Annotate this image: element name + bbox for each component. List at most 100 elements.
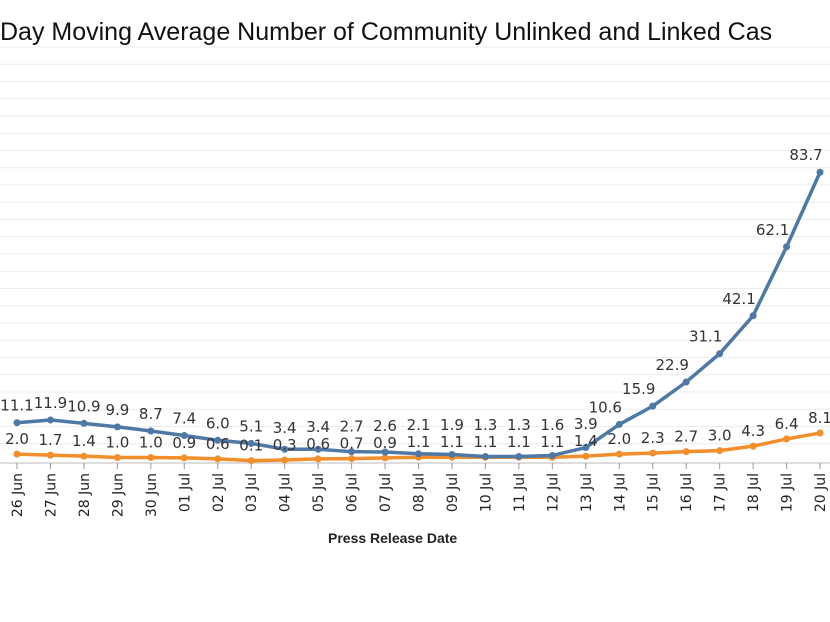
data-point [281,456,289,464]
data-label: 8.1 [808,409,830,427]
data-point [147,454,155,462]
data-label: 0.9 [172,434,196,452]
data-point [615,450,623,458]
data-point [348,455,356,463]
data-point [816,168,824,176]
x-tick-label: 16 Jul [679,473,695,512]
x-tick-label: 28 Jun [77,473,93,517]
data-label: 1.1 [507,433,531,451]
data-point [113,423,121,431]
data-label: 1.1 [440,433,464,451]
data-label: 31.1 [689,328,722,346]
x-tick-label: 17 Jul [713,473,729,512]
data-point [381,448,389,456]
x-tick-label: 02 Jul [211,473,227,512]
x-axis-title: Press Release Date [328,530,458,546]
data-label: 3.9 [574,415,598,433]
data-point [682,448,690,456]
data-point [180,431,188,439]
data-label: 1.1 [540,433,564,451]
x-tick-label: 06 Jul [345,473,361,512]
data-label: 2.7 [674,428,698,446]
data-point [46,451,54,459]
x-tick-label: 14 Jul [612,473,628,512]
data-point [448,450,456,458]
data-label: 1.0 [105,434,129,452]
data-point [147,427,155,435]
data-label: 0.3 [273,436,297,454]
data-point [214,455,222,463]
x-tick-label: 05 Jul [311,473,327,512]
chart-title: Day Moving Average Number of Community U… [0,18,773,46]
data-point [214,436,222,444]
data-label: 1.1 [474,433,498,451]
data-point [716,350,724,358]
data-point [80,419,88,427]
data-label: 2.3 [641,429,665,447]
data-label: 11.1 [0,397,33,415]
x-tick-label: 30 Jun [144,473,160,517]
x-tick-label: 03 Jul [244,473,260,512]
data-point [582,444,590,452]
data-label: 1.7 [39,431,63,449]
data-label: 22.9 [655,356,688,374]
data-point [816,429,824,437]
data-point [515,453,523,461]
x-tick-label: 01 Jul [177,473,193,512]
data-point [80,452,88,460]
data-label: 10.6 [589,398,622,416]
x-tick-label: 12 Jul [545,473,561,512]
data-label: 1.1 [407,433,431,451]
data-label: 2.6 [373,417,397,435]
x-tick-label: 15 Jul [646,473,662,512]
data-label: 1.4 [72,432,96,450]
series-line-0 [16,171,822,459]
data-point [548,451,556,459]
data-label: 0.6 [306,435,330,453]
data-label: 2.0 [5,430,29,448]
data-label: 1.3 [474,416,498,434]
data-point [749,312,757,320]
data-label: 11.9 [34,394,67,412]
data-point [649,402,657,410]
data-point [247,439,255,447]
data-label: 15.9 [622,380,655,398]
data-point [13,419,21,427]
data-label: 3.4 [306,418,330,436]
x-tick-label: 04 Jul [278,473,294,512]
data-point [314,445,322,453]
data-point [247,457,255,465]
data-point [381,454,389,462]
data-point [649,449,657,457]
x-tick-label: 10 Jul [478,473,494,512]
data-label: 6.4 [775,415,799,433]
data-point [582,452,590,460]
data-label: 7.4 [172,409,196,427]
data-label: 1.9 [440,416,464,434]
data-point [682,378,690,386]
data-point [113,454,121,462]
x-tick-label: 27 Jun [43,473,59,517]
data-label: 10.9 [67,397,100,415]
data-point [348,448,356,456]
x-tick-label: 09 Jul [445,473,461,512]
data-label: 1.4 [574,432,598,450]
data-point [180,454,188,462]
data-point [46,416,54,424]
data-label: 8.7 [139,405,163,423]
data-label: 2.7 [340,418,364,436]
data-label: 5.1 [239,417,263,435]
data-point [415,450,423,458]
data-label: 42.1 [722,290,755,308]
x-tick-label: 20 Jul [813,473,829,512]
data-label: 2.1 [407,416,431,434]
x-tick-label: 07 Jul [378,473,394,512]
data-label: 9.9 [105,401,129,419]
x-tick-label: 19 Jul [780,473,796,512]
data-label: 62.1 [756,221,789,239]
data-label: 1.6 [540,416,564,434]
data-label: 1.3 [507,416,531,434]
data-point [13,450,21,458]
x-tick-label: 29 Jun [110,473,126,517]
